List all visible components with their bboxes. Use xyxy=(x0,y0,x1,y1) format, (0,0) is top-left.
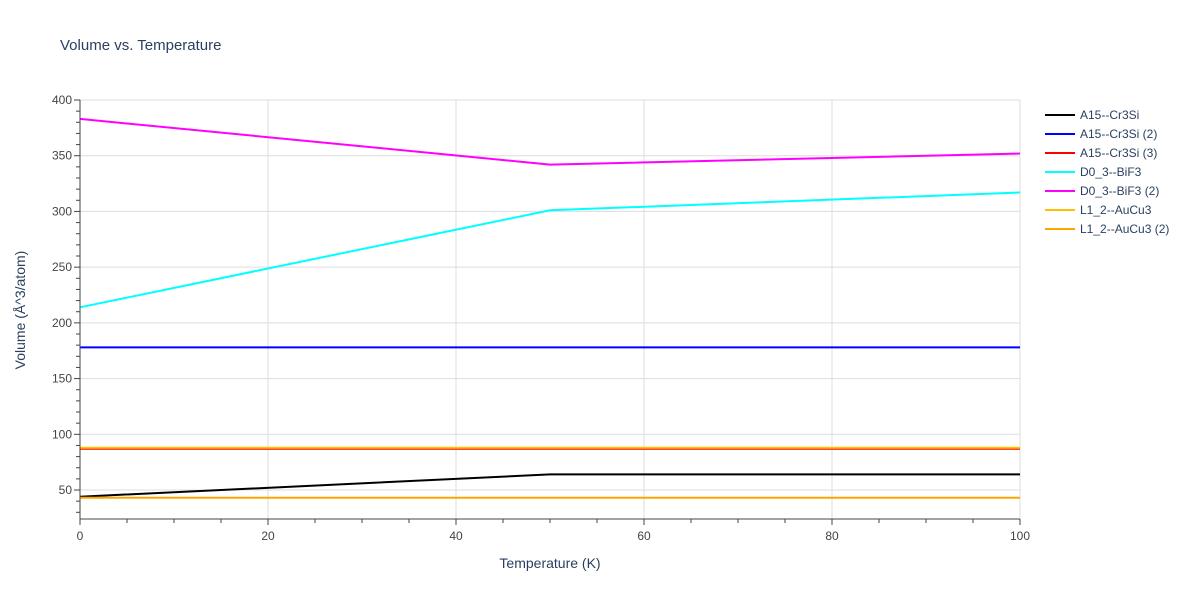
legend-item-3[interactable]: D0_3--BiF3 xyxy=(1045,165,1142,179)
legend-label-4: D0_3--BiF3 (2) xyxy=(1080,184,1159,198)
grid xyxy=(80,99,1021,519)
legend-label-0: A15--Cr3Si xyxy=(1080,108,1139,122)
y-tick-label-0: 50 xyxy=(59,483,73,497)
x-tick-label-5: 100 xyxy=(1010,529,1030,543)
series-line-3 xyxy=(79,191,1021,309)
legend-item-0[interactable]: A15--Cr3Si xyxy=(1045,108,1139,122)
series-line-0 xyxy=(79,473,1020,498)
x-axis-title: Temperature (K) xyxy=(499,555,600,571)
y-tick-label-2: 150 xyxy=(52,372,72,386)
series-line-4 xyxy=(79,117,1021,166)
axes: 0 20 40 60 80 100 50 100 150 200 250 300 350 400 xyxy=(52,93,1030,543)
x-tick-label-4: 80 xyxy=(825,529,839,543)
legend-label-3: D0_3--BiF3 xyxy=(1080,165,1142,179)
legend-item-5[interactable]: L1_2--AuCu3 xyxy=(1045,203,1152,217)
y-axis-title: Volume (Å^3/atom) xyxy=(12,251,28,370)
x-tick-label-2: 40 xyxy=(449,529,463,543)
y-tick-label-7: 400 xyxy=(52,93,72,107)
legend-label-2: A15--Cr3Si (3) xyxy=(1080,146,1157,160)
legend-label-5: L1_2--AuCu3 xyxy=(1080,203,1152,217)
y-tick-label-4: 250 xyxy=(52,260,72,274)
legend-label-1: A15--Cr3Si (2) xyxy=(1080,127,1157,141)
y-tick-label-1: 100 xyxy=(52,427,72,441)
y-tick-label-5: 300 xyxy=(52,204,72,218)
y-tick-label-6: 350 xyxy=(52,149,72,163)
legend[interactable]: A15--Cr3Si A15--Cr3Si (2) A15--Cr3Si (3) D0… xyxy=(1045,108,1169,236)
legend-item-2[interactable]: A15--Cr3Si (3) xyxy=(1045,146,1157,160)
chart-title: Volume vs. Temperature xyxy=(60,37,221,54)
series-lines xyxy=(79,117,1021,499)
x-tick-label-1: 20 xyxy=(261,529,275,543)
x-tick-label-0: 0 xyxy=(77,529,84,543)
legend-label-6: L1_2--AuCu3 (2) xyxy=(1080,222,1169,236)
x-tick-label-3: 60 xyxy=(637,529,651,543)
legend-item-4[interactable]: D0_3--BiF3 (2) xyxy=(1045,184,1159,198)
legend-item-1[interactable]: A15--Cr3Si (2) xyxy=(1045,127,1157,141)
y-tick-label-3: 200 xyxy=(52,316,72,330)
legend-item-6[interactable]: L1_2--AuCu3 (2) xyxy=(1045,222,1169,236)
